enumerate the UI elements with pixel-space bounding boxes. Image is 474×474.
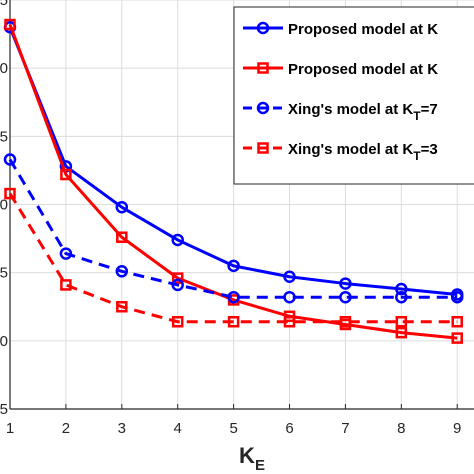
legend-label-4: Xing's model at KT=3	[288, 141, 438, 163]
y-tick-label: 0	[0, 197, 8, 214]
series-4-point	[116, 301, 128, 313]
series-4-point	[395, 315, 408, 328]
y-tick-label: 5	[0, 265, 8, 282]
series-4-point	[339, 315, 352, 328]
legend-marker-2	[257, 62, 269, 74]
series-3-point	[450, 290, 464, 304]
series-4-point	[451, 315, 463, 328]
x-tick-label: 6	[285, 420, 293, 437]
y-tick-label: 5	[0, 401, 8, 418]
series-1-point	[115, 200, 129, 214]
legend-box	[233, 6, 474, 185]
series-1-point	[339, 277, 352, 290]
axes	[9, 0, 474, 410]
series-1-point	[227, 259, 240, 273]
legend-label-tail: =7	[421, 101, 438, 118]
series-3-point	[115, 265, 129, 278]
x-tick-label: 9	[453, 420, 461, 437]
x-tick-label: 2	[62, 420, 70, 437]
x-axis-label-main: K	[239, 443, 255, 468]
series-2	[4, 18, 463, 344]
series-2-point	[60, 168, 72, 181]
legend-label-2: Proposed model at K	[288, 61, 438, 78]
series-4-point	[227, 315, 240, 328]
series-2-point	[116, 231, 128, 243]
x-axis-label: KE	[239, 443, 265, 474]
legend-label-subscript: T	[413, 149, 421, 163]
x-tick-label: 5	[229, 420, 237, 437]
series-layer	[3, 18, 464, 344]
series-3-line	[8, 158, 458, 299]
series-2-point	[171, 272, 184, 284]
legend-label-text: Xing's model at K	[288, 101, 413, 118]
legend-label-1: Proposed model at K	[288, 21, 438, 38]
series-4-point	[283, 315, 296, 328]
series-1-line	[8, 26, 458, 296]
series-1-point	[283, 270, 296, 284]
tick-labels: 1 2 3 4 5 6 7 8 9 5 0 5 0 5 0 5	[0, 0, 461, 437]
y-tick-label: 0	[0, 333, 8, 350]
legend-marker-1	[256, 21, 270, 35]
series-1-point	[395, 282, 408, 296]
legend-marker-4	[257, 142, 269, 154]
legend-label-3: Xing's model at KT=7	[288, 101, 438, 123]
series-2-point	[451, 332, 463, 344]
series-2-point	[395, 326, 408, 339]
series-4-point	[171, 315, 184, 328]
legend-label-tail: =3	[421, 141, 438, 158]
series-2-line	[8, 24, 458, 340]
legend-label-text: Proposed model at K	[288, 21, 438, 38]
series-2-point	[4, 18, 16, 31]
series-3-point	[395, 290, 408, 304]
x-tick-label: 8	[397, 420, 405, 437]
x-tick-label: 4	[174, 420, 182, 437]
y-tick-label: 5	[0, 0, 8, 9]
series-3-point	[171, 278, 184, 292]
legend-label-text: Proposed model at K	[288, 61, 438, 78]
series-3-point	[227, 290, 240, 304]
x-tick-label: 3	[118, 420, 126, 437]
legend: Proposed model at K Proposed model at K Xi…	[233, 6, 474, 185]
series-4-line	[8, 192, 458, 324]
y-tick-label: 5	[0, 128, 8, 145]
legend-label-subscript: T	[413, 109, 421, 123]
legend-label-text: Xing's model at K	[288, 141, 413, 158]
x-tick-label: 1	[6, 420, 14, 437]
x-axis-label-sub: E	[255, 457, 265, 474]
series-4	[4, 187, 463, 328]
series-4-point	[4, 187, 16, 200]
x-tick-label: 7	[341, 420, 349, 437]
series-3-point	[339, 290, 352, 304]
series-4-point	[60, 279, 72, 291]
series-1-point	[171, 233, 184, 247]
series-3-point	[283, 290, 296, 304]
y-tick-label: 0	[0, 60, 8, 77]
series-3	[3, 153, 464, 304]
legend-marker-3	[256, 101, 270, 115]
series-3-point	[3, 153, 17, 166]
series-3-point	[59, 247, 73, 260]
